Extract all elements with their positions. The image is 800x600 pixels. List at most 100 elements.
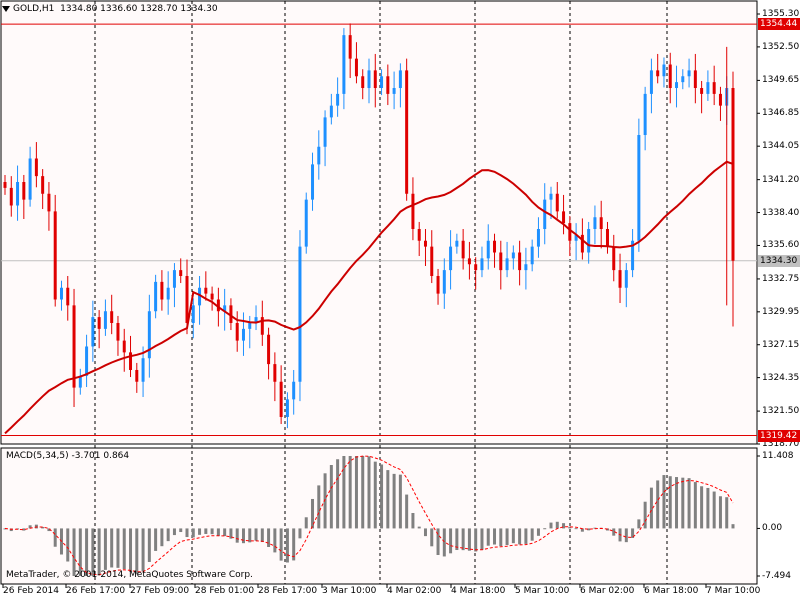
macd-bar [493, 528, 497, 545]
macd-bar [718, 496, 722, 529]
candle-body [129, 352, 133, 370]
macd-bar [317, 485, 321, 529]
axis-ticks [2, 13, 760, 588]
candle-body [675, 82, 679, 89]
candle-body [493, 240, 497, 253]
macd-bar [574, 528, 578, 530]
macd-bar [216, 528, 220, 536]
candle-body [681, 76, 685, 83]
macd-bar [279, 528, 283, 561]
candle-body [191, 305, 195, 323]
macd-bar [712, 491, 716, 529]
candle-body [480, 258, 484, 271]
candle-body [405, 70, 409, 194]
macd-bar [135, 528, 139, 575]
candle-body [430, 246, 434, 276]
time-axis-label: 26 Feb 2014 [3, 586, 60, 596]
candle-body [166, 287, 170, 300]
candle-body [580, 234, 584, 253]
macd-bar [267, 528, 271, 548]
candle-body [511, 252, 515, 259]
macd-bar [505, 528, 509, 546]
macd-bar [423, 528, 427, 537]
ohlc-values: 1334.80 1336.60 1328.70 1334.30 [60, 4, 218, 14]
candles [3, 23, 735, 429]
macd-bar [122, 528, 126, 570]
macd-bar [47, 528, 51, 532]
macd-bar [555, 521, 559, 529]
candle-body [398, 70, 402, 89]
candle-body [524, 264, 528, 271]
macd-bar [323, 473, 327, 529]
candle-body [229, 305, 233, 323]
macd-bar [254, 528, 258, 541]
macd-bar [3, 528, 7, 530]
candle-body [380, 76, 384, 89]
macd-bar [706, 487, 710, 529]
candle-body [612, 246, 616, 271]
macd-pane-background [0, 447, 758, 585]
macd-bar [292, 528, 296, 561]
macd-bar [380, 464, 384, 529]
candle-body [141, 358, 145, 382]
resistance-price-tag: 1354.44 [758, 18, 800, 31]
macd-bar [430, 528, 434, 547]
candle-body [103, 311, 107, 329]
candle-body [618, 270, 622, 288]
macd-bar [97, 528, 101, 576]
chart-header: GOLD,H1 1334.80 1336.60 1328.70 1334.30 [2, 4, 218, 15]
candle-body [574, 234, 578, 241]
macd-bar [392, 473, 396, 529]
candle-body [693, 70, 697, 89]
candle-body [731, 88, 735, 261]
macd-axis-label: 0.00 [762, 523, 783, 534]
candle-body [154, 281, 158, 312]
candle-body [260, 317, 264, 335]
candle-body [298, 246, 302, 382]
macd-bar [649, 487, 653, 529]
macd-bar [386, 470, 390, 529]
price-axis-label: 1341.20 [762, 174, 800, 185]
macd-bar [624, 528, 628, 543]
macd-bar [41, 526, 45, 529]
moving-average [4, 160, 734, 435]
macd-bar [643, 501, 647, 529]
candle-body [411, 193, 415, 229]
candle-body [643, 93, 647, 136]
macd-bar [687, 478, 691, 529]
candle-body [461, 240, 465, 259]
macd-bar [417, 526, 421, 529]
candle-body [41, 176, 45, 194]
candle-body [147, 311, 151, 359]
macd-bar [461, 528, 465, 551]
time-axis-label: 6 Mar 18:00 [644, 586, 699, 596]
macd-bar [166, 528, 170, 542]
candle-body [467, 258, 471, 265]
candle-body [22, 182, 26, 200]
macd-bar [499, 528, 503, 547]
candle-body [442, 270, 446, 294]
macd-bar [172, 528, 176, 536]
macd-bar [474, 528, 478, 552]
current-price-tag: 1334.30 [758, 254, 800, 267]
macd-bar [731, 524, 735, 529]
price-axis-label: 1344.05 [762, 141, 800, 152]
macd-bar [298, 528, 302, 539]
macd-bar [675, 477, 679, 529]
candle-body [135, 369, 139, 382]
candle-body [568, 223, 572, 241]
macd-bar [543, 528, 547, 530]
candle-body [273, 364, 277, 382]
candle-body [279, 381, 283, 417]
time-axis-label: 4 Mar 02:00 [387, 586, 442, 596]
candle-body [417, 229, 421, 241]
macd-bar [191, 528, 195, 538]
time-axis-label: 6 Mar 02:00 [580, 586, 635, 596]
candle-body [59, 287, 63, 300]
candle-body [285, 399, 289, 417]
macd-axis-label: -7.494 [762, 571, 792, 581]
candle-body [605, 229, 609, 247]
macd-bar [405, 494, 409, 529]
candle-body [198, 287, 202, 306]
